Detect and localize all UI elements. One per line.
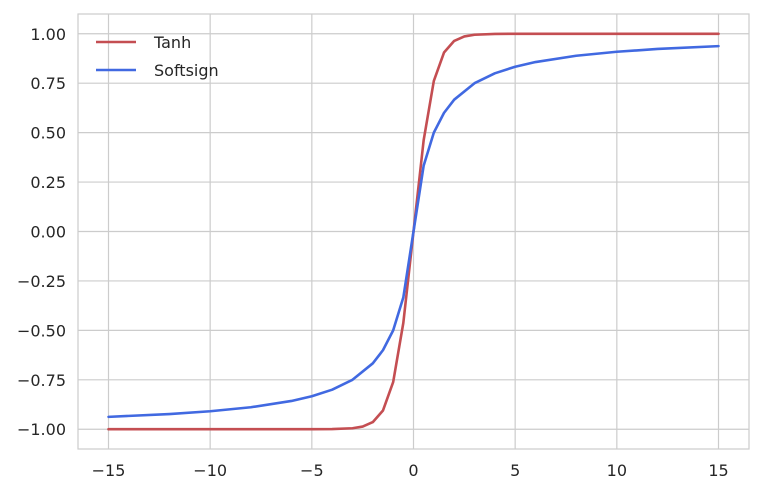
legend: Tanh Softsign [96,33,219,80]
y-tick-label: 0.50 [30,124,66,143]
y-tick-label: 0.75 [30,74,66,93]
series-lines [107,32,720,431]
x-tick-label: 5 [510,461,520,480]
x-tick-label: 15 [708,461,728,480]
x-tick-label: −10 [193,461,227,480]
grid-lines [78,14,749,449]
y-tick-label: −1.00 [17,420,66,439]
plot-frame [77,13,750,450]
y-tick-label: −0.75 [17,371,66,390]
y-tick-label: 1.00 [30,25,66,44]
legend-label-tanh: Tanh [153,33,191,52]
y-tick-label: −0.50 [17,321,66,340]
x-axis-tick-labels: −15 −10 −5 0 5 10 15 [92,461,729,480]
series-line-softsign [107,44,720,419]
x-tick-label: 0 [408,461,418,480]
x-tick-label: −5 [300,461,324,480]
x-tick-label: 10 [607,461,627,480]
legend-label-softsign: Softsign [154,61,219,80]
y-axis-tick-labels: 1.00 0.75 0.50 0.25 0.00 −0.25 −0.50 −0.75 −1.00 [17,25,66,439]
x-tick-label: −15 [92,461,126,480]
y-tick-label: 0.00 [30,223,66,242]
y-tick-label: 0.25 [30,173,66,192]
y-tick-label: −0.25 [17,272,66,291]
